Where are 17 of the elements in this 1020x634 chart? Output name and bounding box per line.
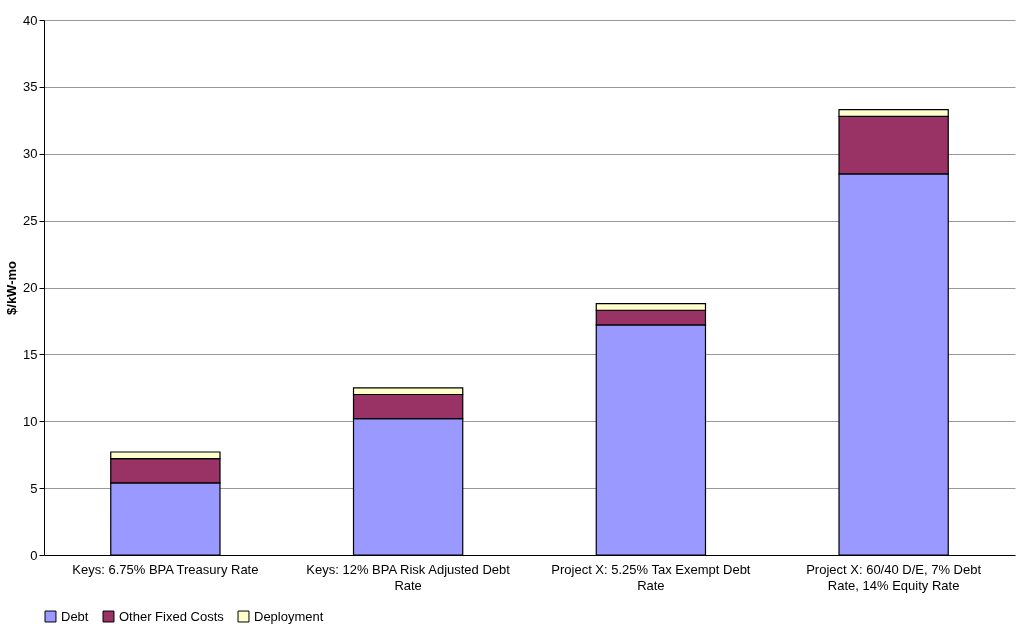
y-tick-label: 35 [23, 79, 38, 95]
y-tick-label: 20 [23, 280, 38, 295]
legend-label: Other Fixed Costs [119, 608, 225, 624]
x-tick-label: Project X: 60/40 D/E, 7% Debt Rate, 14% Equity Rate [806, 561, 982, 593]
y-axis-title: $/kW-mo [4, 260, 20, 315]
y-tick-label: 30 [23, 146, 38, 162]
y-tick-label: 40 [23, 12, 38, 28]
x-tick-label: Keys: 12% BPA Risk Adjusted Debt Rate [306, 561, 511, 593]
x-tick-label: Keys: 6.75% BPA Treasury Rate [72, 561, 259, 577]
legend-label: Deployment [254, 608, 324, 624]
y-tick-label: 0 [30, 547, 38, 563]
y-tick-label: 10 [23, 413, 38, 429]
y-tick-label: 5 [30, 480, 38, 496]
x-tick-label: Project X: 5.25% Tax Exempt Debt Rate [551, 561, 751, 593]
legend-label: Debt [61, 608, 89, 624]
y-tick-label: 25 [23, 213, 38, 229]
y-tick-label: 15 [23, 346, 38, 362]
